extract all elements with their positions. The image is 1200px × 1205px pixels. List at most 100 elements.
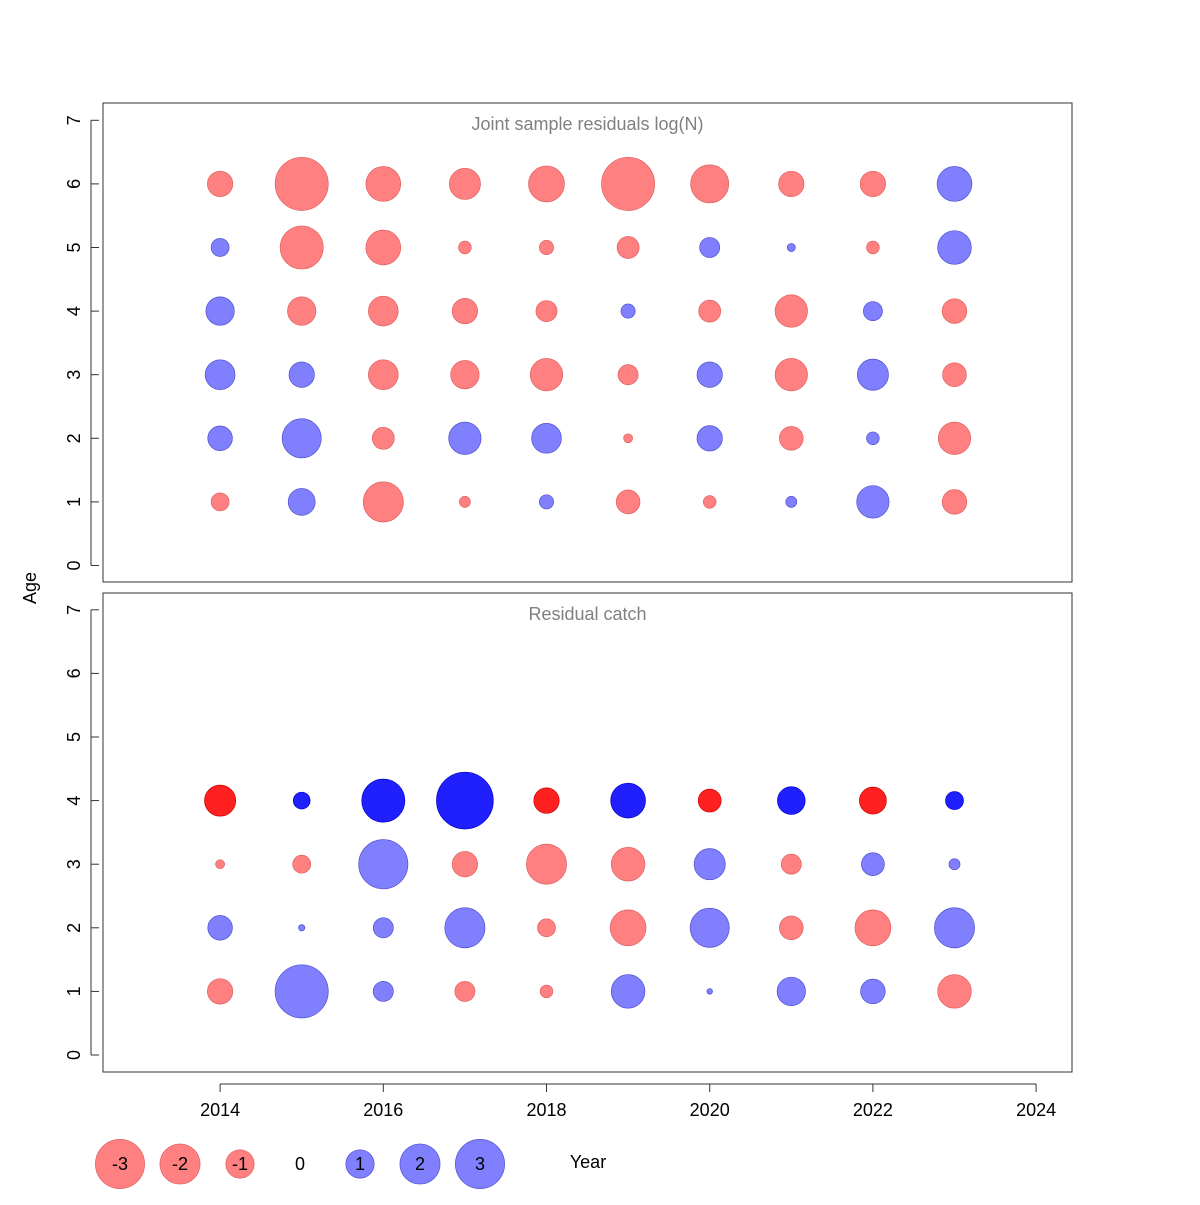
y-axis: 0 1 2 3 4 5 6 7 [64,115,99,571]
bubble-age6-2023 [936,166,973,202]
bubble-age6-2014 [207,170,234,197]
legend-bubble [345,1149,375,1179]
bubble-age4-2022 [863,301,883,321]
bubble-age4-2021 [774,294,808,328]
y-axis: 0 1 2 3 4 5 6 7 [64,605,99,1060]
bubble-age1-2022 [860,978,886,1005]
bubble-age2-2021 [779,426,804,451]
bubble-age3-2015 [288,361,315,388]
bubble-age3-2018 [526,843,567,885]
bubble-age3-2021 [780,853,802,875]
bubble-age1-2023 [941,489,968,515]
bubble-age6-2021 [778,170,805,197]
bubble-age3-2015 [292,854,312,874]
bubble-age2-2014 [207,915,233,941]
bubble-age3-2014 [204,359,236,390]
bubble-age1-2015 [274,964,329,1019]
bubble-age3-2022 [861,852,885,876]
bubble-age2-2022 [854,909,892,947]
legend-bubble [455,1139,505,1189]
bubble-age4-2019 [620,303,636,319]
bubble-age3-2014 [215,859,225,870]
bubble-age4-2016 [361,778,406,823]
bubble-age2-2016 [371,426,395,450]
bubble-age5-2023 [937,230,972,265]
bubble-age5-2016 [365,229,402,266]
bubble-age1-2016 [362,481,404,523]
bubble-age4-2021 [777,786,806,815]
y-tick-label: 3 [64,370,84,380]
bubble-age5-2014 [210,238,230,257]
bubble-age4-2014 [205,296,235,326]
bubble-age4-2020 [698,299,722,323]
panel-title: Joint sample residuals log(N) [471,114,703,134]
y-tick-label: 5 [64,732,84,742]
bubble-age6-2020 [690,164,730,204]
bubble-age3-2018 [529,358,564,392]
bubble-age5-2017 [458,240,472,255]
bubble-age4-2015 [292,791,311,810]
bubble-age4-2017 [436,771,494,830]
bubble-age2-2019 [609,909,647,947]
bubble-age3-2017 [451,851,478,878]
bubble-age3-2016 [358,839,409,890]
y-tick-label: 7 [64,115,84,125]
legend-label: -2 [172,1154,188,1174]
bubble-age5-2015 [279,225,324,270]
bubble-age3-2023 [948,858,961,871]
bubble-age1-2023 [937,974,972,1009]
bubble-age1-2020 [703,495,717,509]
legend-bubble [159,1143,201,1185]
x-tick-label: 2022 [853,1100,893,1120]
bubbles [204,156,973,523]
panel-title: Residual catch [528,604,646,624]
legend-label: 0 [295,1154,305,1174]
bubble-age4-2015 [287,296,317,326]
bubble-age4-2014 [204,784,237,817]
bubble-age1-2022 [856,485,890,519]
x-axis: 2014 2016 2018 2020 2022 2024 [200,1083,1056,1120]
size-legend: -3 -2 -1 0 1 2 3 [95,1139,505,1189]
bubble-age2-2014 [207,425,233,451]
bubble-age1-2014 [207,978,234,1005]
bubble-age3-2019 [610,847,646,882]
y-tick-label: 7 [64,605,84,615]
y-axis-label: Age [20,572,40,604]
bubble-age3-2017 [450,360,480,390]
y-tick-label: 1 [64,497,84,507]
y-tick-label: 6 [64,668,84,678]
bubble-age3-2019 [617,364,639,386]
bubble-age5-2018 [539,240,554,255]
bubble-age1-2014 [210,492,230,512]
bubble-age2-2016 [372,917,394,939]
bubble-age1-2020 [706,988,713,995]
bubble-age2-2022 [866,431,880,445]
legend-label: -3 [112,1154,128,1174]
bubble-age2-2019 [623,433,633,444]
bubble-age2-2020 [696,425,723,452]
bubble-age1-2021 [785,496,798,508]
panel-1: 0 1 2 3 4 5 6 7 Joint sample residuals log(N) [64,102,1073,583]
bubble-age2-2015 [298,924,306,932]
y-tick-label: 0 [64,1050,84,1060]
x-axis-label: Year [570,1152,606,1172]
plot-frame [102,102,1073,583]
y-tick-label: 0 [64,560,84,570]
bubble-age1-2016 [372,981,394,1002]
x-tick-label: 2014 [200,1100,240,1120]
plot-frame [102,592,1073,1073]
y-tick-label: 4 [64,306,84,316]
bubble-age4-2022 [859,786,887,815]
x-tick-label: 2016 [363,1100,403,1120]
y-tick-label: 5 [64,242,84,252]
bubble-age6-2015 [274,156,329,211]
bubble-age1-2018 [539,984,554,999]
y-tick-label: 3 [64,859,84,869]
bubble-age4-2018 [535,300,558,322]
bubble-age4-2017 [451,298,478,325]
bubble-age1-2021 [776,976,806,1006]
bubble-age1-2018 [539,494,554,510]
bubble-age6-2022 [859,170,886,197]
bubble-age5-2019 [616,236,640,259]
